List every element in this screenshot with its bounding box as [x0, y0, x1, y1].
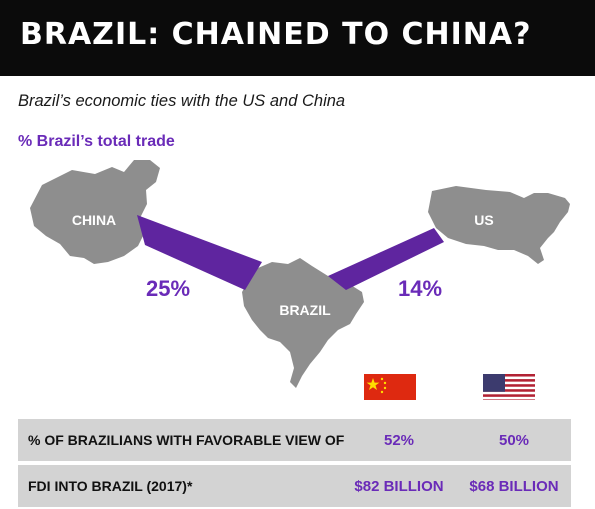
china-trade-share-value: 25% — [146, 276, 190, 301]
china-flag-icon — [364, 374, 416, 400]
fdi-row: FDI INTO BRAZIL (2017)* $82 BILLION $68 … — [18, 465, 571, 507]
favorable-view-china-value: 52% — [383, 431, 415, 449]
brazil-label: BRAZIL — [279, 302, 331, 318]
fdi-us-value: $68 BILLION — [469, 477, 559, 495]
page-title: BRAZIL: CHAINED TO CHINA? — [0, 0, 595, 76]
favorable-view-us-value: 50% — [498, 431, 530, 449]
trade-map: CHINA US BRAZIL 25% 14% — [30, 160, 570, 400]
china-brazil-trade-link — [137, 215, 262, 290]
fdi-china-value: $82 BILLION — [354, 477, 444, 495]
us-flag-icon — [483, 374, 535, 400]
china-label: CHINA — [72, 212, 116, 228]
brazil-shape — [242, 258, 364, 388]
page-subtitle: Brazil’s economic ties with the US and C… — [18, 92, 346, 110]
china-shape — [30, 160, 160, 264]
usa-shape — [428, 186, 570, 264]
favorable-view-label: % OF BRAZILIANS WITH FAVORABLE VIEW OF — [28, 432, 345, 448]
us-brazil-trade-link — [328, 228, 444, 290]
trade-share-label: % Brazil’s total trade — [18, 133, 175, 150]
fdi-label: FDI INTO BRAZIL (2017)* — [28, 478, 193, 494]
us-trade-share-value: 14% — [398, 276, 442, 301]
us-label: US — [474, 212, 493, 228]
favorable-view-row: % OF BRAZILIANS WITH FAVORABLE VIEW OF 5… — [18, 419, 571, 461]
